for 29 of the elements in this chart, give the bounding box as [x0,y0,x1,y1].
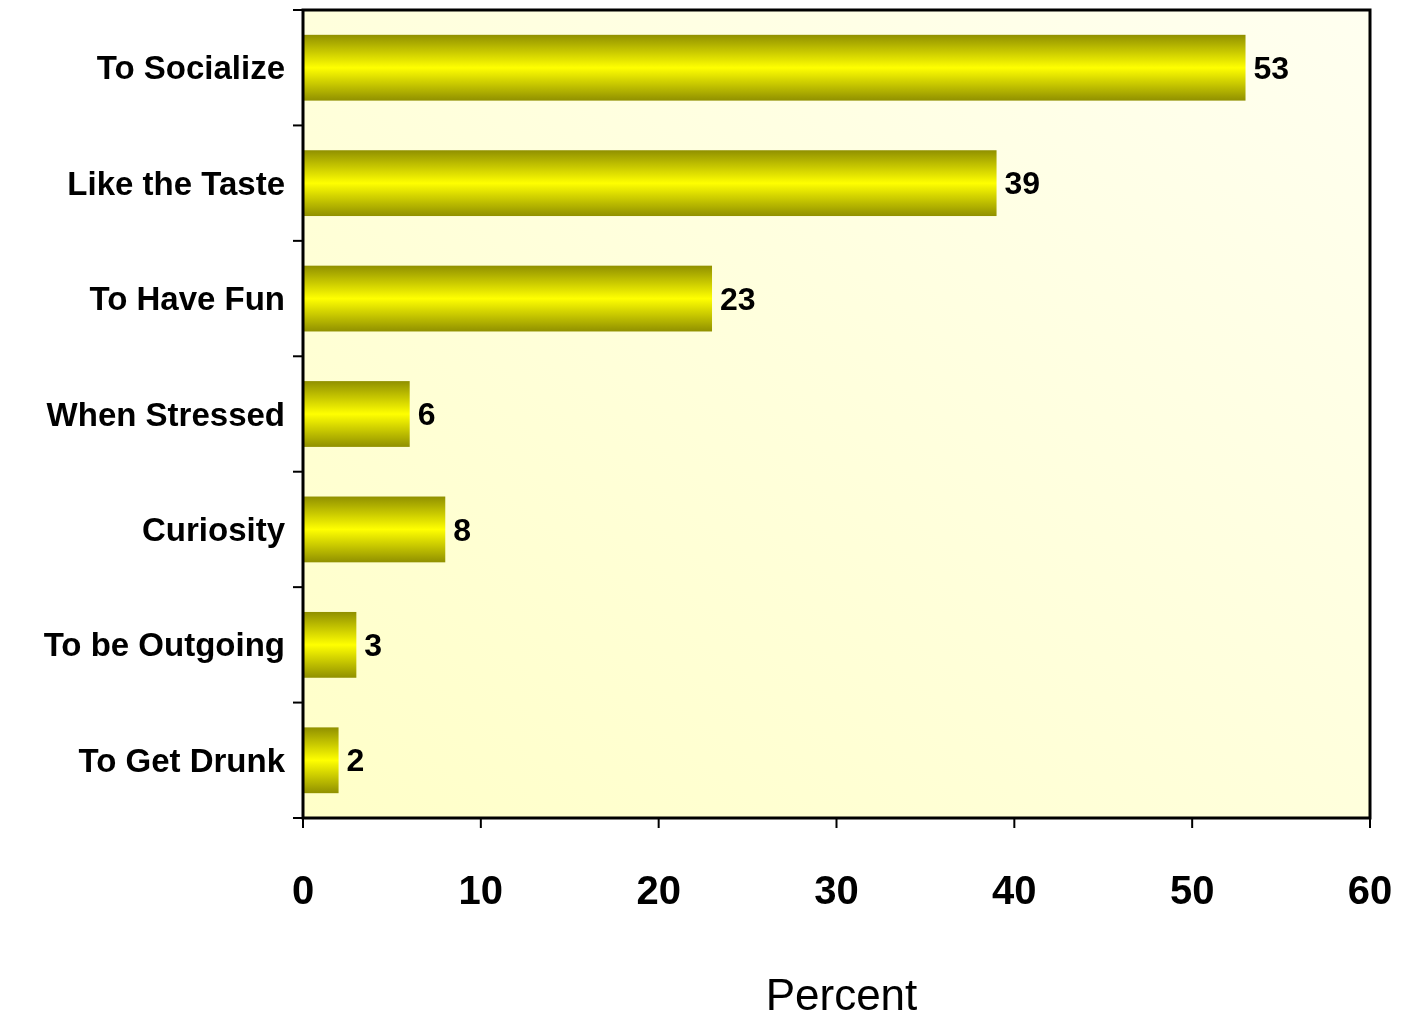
y-tick-label: Curiosity [141,510,286,548]
data-label: 3 [364,627,383,664]
bar [303,150,997,217]
x-tick-label: 40 [992,868,1037,912]
bar [303,727,339,794]
x-tick-label: 20 [636,868,681,912]
x-tick-label: 50 [1169,868,1215,912]
data-label: 6 [417,396,436,433]
bar [303,381,410,447]
x-tick-label: 60 [1347,868,1393,912]
bar [303,34,1246,101]
data-label: 53 [1253,49,1290,86]
x-tick-label: 30 [814,868,859,912]
x-axis-title: Percent [765,970,918,1016]
data-label: 23 [720,280,756,317]
data-label: 39 [1004,165,1041,202]
y-tick-label: To Socialize [96,49,285,87]
bar [303,496,446,563]
data-label: 8 [453,511,472,548]
y-tick-label: To Have Fun [89,280,285,318]
y-tick-label: When Stressed [46,395,285,433]
x-tick-label: 10 [458,868,504,912]
bar [303,265,713,332]
data-label: 2 [346,742,365,779]
y-tick-label: Like the Taste [67,164,285,202]
bar [303,611,357,678]
y-tick-label: To Get Drunk [78,741,286,779]
y-tick-label: To be Outgoing [43,626,285,664]
x-tick-label: 0 [291,868,315,912]
